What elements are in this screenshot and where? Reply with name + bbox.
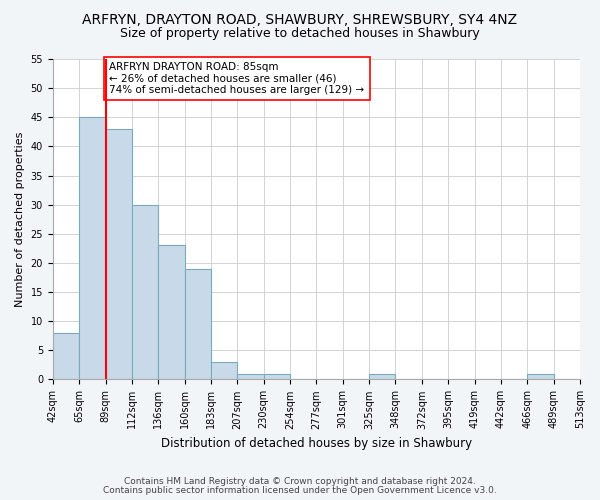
Bar bbox=[263, 374, 290, 380]
X-axis label: Distribution of detached houses by size in Shawbury: Distribution of detached houses by size … bbox=[161, 437, 472, 450]
Text: ARFRYN DRAYTON ROAD: 85sqm
← 26% of detached houses are smaller (46)
74% of semi: ARFRYN DRAYTON ROAD: 85sqm ← 26% of deta… bbox=[109, 62, 365, 95]
Bar bbox=[79, 118, 106, 380]
Text: ARFRYN, DRAYTON ROAD, SHAWBURY, SHREWSBURY, SY4 4NZ: ARFRYN, DRAYTON ROAD, SHAWBURY, SHREWSBU… bbox=[82, 12, 518, 26]
Bar bbox=[53, 333, 79, 380]
Bar bbox=[238, 374, 263, 380]
Bar bbox=[369, 374, 395, 380]
Bar bbox=[211, 362, 238, 380]
Bar bbox=[527, 374, 554, 380]
Text: Contains HM Land Registry data © Crown copyright and database right 2024.: Contains HM Land Registry data © Crown c… bbox=[124, 477, 476, 486]
Bar bbox=[132, 204, 158, 380]
Bar bbox=[106, 129, 132, 380]
Text: Size of property relative to detached houses in Shawbury: Size of property relative to detached ho… bbox=[120, 28, 480, 40]
Text: Contains public sector information licensed under the Open Government Licence v3: Contains public sector information licen… bbox=[103, 486, 497, 495]
Bar bbox=[185, 268, 211, 380]
Y-axis label: Number of detached properties: Number of detached properties bbox=[15, 132, 25, 307]
Bar bbox=[158, 246, 185, 380]
